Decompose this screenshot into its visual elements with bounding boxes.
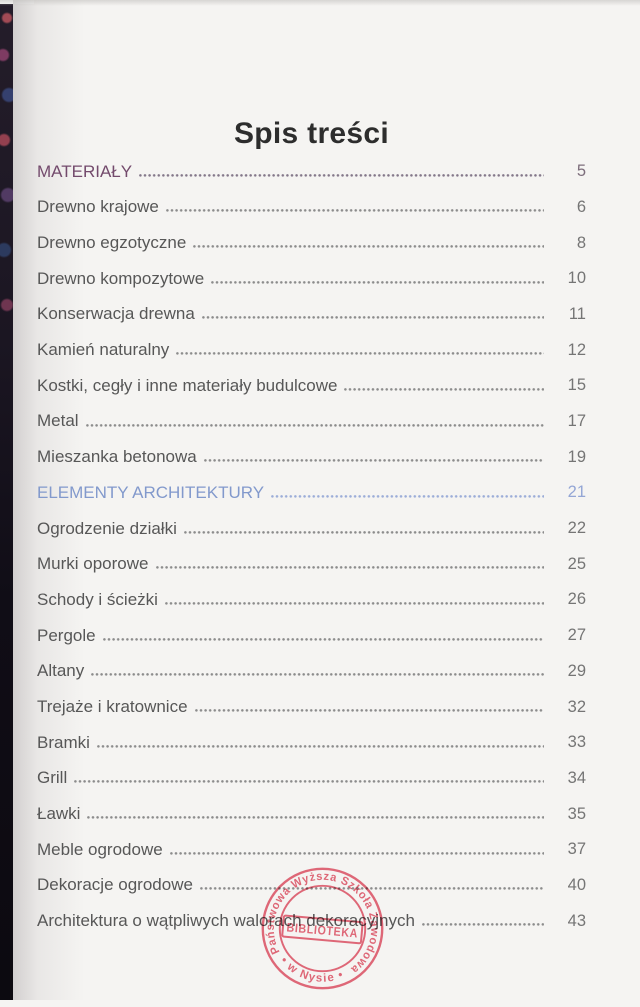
toc-entry-label: Metal <box>37 411 79 431</box>
toc-entry-label: Grill <box>37 768 68 788</box>
dotted-leader <box>201 316 544 320</box>
dotted-leader <box>155 566 544 570</box>
toc-entry: Ławki 35 <box>37 787 586 823</box>
toc-entry-label: Ogrodzenie działki <box>37 518 177 538</box>
dotted-leader <box>74 780 544 784</box>
toc-entry: Grill 34 <box>37 752 586 788</box>
toc-page-number: 29 <box>567 661 586 680</box>
toc-page-number: 40 <box>567 875 586 894</box>
toc-entry-label: Pergole <box>37 625 96 645</box>
dotted-leader <box>199 887 544 891</box>
dotted-leader <box>421 923 544 927</box>
dotted-leader <box>344 387 544 391</box>
toc-page-number: 21 <box>567 483 586 502</box>
toc-entry-label: Trejaże i kratownice <box>37 696 188 716</box>
toc-entry: Architektura o wątpliwych walorach dekor… <box>37 894 586 930</box>
toc-entry-label: Drewno egzotyczne <box>37 233 187 253</box>
toc-entry: Meble ogrodowe 37 <box>37 823 586 859</box>
dotted-leader <box>211 280 544 284</box>
toc-entry-label: Konserwacja drewna <box>37 304 195 324</box>
toc-entry-label: Kamień naturalny <box>37 340 170 360</box>
dotted-leader <box>85 423 544 427</box>
toc-entry: Pergole 27 <box>37 609 586 645</box>
toc-page-number: 26 <box>567 590 586 609</box>
toc-entry: Konserwacja drewna 11 <box>37 288 586 324</box>
dotted-leader <box>176 352 544 356</box>
toc-entry: Altany 29 <box>37 645 586 681</box>
toc-entry-label: Ławki <box>37 804 81 824</box>
toc-entry-label: Architektura o wątpliwych walorach dekor… <box>37 911 415 931</box>
dotted-leader <box>139 173 544 177</box>
dotted-leader <box>203 459 544 463</box>
toc-page-number: 25 <box>567 554 586 573</box>
toc-entry: Kamień naturalny 12 <box>37 323 586 359</box>
dotted-leader <box>165 209 544 213</box>
dotted-leader <box>271 494 544 498</box>
toc-entry-label: Meble ogrodowe <box>37 839 163 859</box>
toc-entry-label: Drewno krajowe <box>37 197 159 217</box>
table-of-contents: MATERIAŁY 5 Drewno krajowe 6 Drewno egzo… <box>37 145 586 930</box>
dotted-leader <box>164 601 544 605</box>
toc-entry-label: ELEMENTY ARCHITEKTURY <box>37 482 265 502</box>
dotted-leader <box>169 851 544 855</box>
toc-page-number: 10 <box>567 269 586 288</box>
toc-page-number: 37 <box>567 840 586 859</box>
toc-entry: Mieszanka betonowa 19 <box>37 431 586 467</box>
toc-entry-label: Altany <box>37 661 85 681</box>
toc-entry: Drewno egzotyczne 8 <box>37 216 586 252</box>
toc-entry-label: Drewno kompozytowe <box>37 268 205 288</box>
toc-page-number: 8 <box>576 233 586 252</box>
toc-page-number: 15 <box>567 376 586 395</box>
toc-entry-label: Dekoracje ogrodowe <box>37 875 193 895</box>
toc-entry-label: Kostki, cegły i inne materiały budulcowe <box>37 375 338 395</box>
toc-page-number: 5 <box>576 162 586 181</box>
toc-page-number: 35 <box>567 804 586 823</box>
toc-entry-label: Murki oporowe <box>37 554 149 574</box>
toc-entry-label: Bramki <box>37 732 90 752</box>
scan-top-edge <box>0 0 640 6</box>
toc-page-number: 19 <box>567 447 586 466</box>
toc-entry: Murki oporowe 25 <box>37 538 586 574</box>
toc-page-number: 33 <box>567 733 586 752</box>
toc-entry: Kostki, cegły i inne materiały budulcowe… <box>37 359 586 395</box>
toc-entry: Drewno kompozytowe 10 <box>37 252 586 288</box>
toc-page-number: 34 <box>567 768 586 787</box>
toc-entry-label: MATERIAŁY <box>37 161 133 181</box>
toc-entry-label: Mieszanka betonowa <box>37 447 197 467</box>
toc-entry: Trejaże i kratownice 32 <box>37 680 586 716</box>
dotted-leader <box>183 530 544 534</box>
page-title: Spis treści <box>233 117 390 151</box>
page-binding-shadow <box>13 0 85 1000</box>
toc-page-number: 27 <box>567 626 586 645</box>
toc-page-number: 12 <box>567 340 586 359</box>
toc-entry: Bramki 33 <box>37 716 586 752</box>
toc-page-number: 32 <box>567 697 586 716</box>
dotted-leader <box>102 637 544 641</box>
toc-entry: Ogrodzenie działki 22 <box>37 502 586 538</box>
toc-entry: Dekoracje ogrodowe 40 <box>37 859 586 895</box>
toc-page-number: 11 <box>568 304 586 323</box>
dotted-leader <box>87 816 544 820</box>
toc-entry: Drewno krajowe 6 <box>37 181 586 217</box>
stamp-bottom-text: • w Nysie • <box>275 953 349 992</box>
toc-entry: ELEMENTY ARCHITEKTURY 21 <box>37 466 586 502</box>
toc-page-number: 22 <box>567 519 586 538</box>
toc-page-number: 43 <box>567 911 586 930</box>
dotted-leader <box>194 709 544 712</box>
toc-entry-label: Schody i ścieżki <box>37 589 158 609</box>
toc-entry: MATERIAŁY 5 <box>37 145 586 181</box>
dotted-leader <box>91 673 544 677</box>
toc-page-number: 6 <box>576 197 586 216</box>
dotted-leader <box>193 245 544 249</box>
toc-entry: Schody i ścieżki 26 <box>37 573 586 609</box>
toc-page-number: 17 <box>567 412 586 431</box>
book-gutter-strip <box>0 0 13 1000</box>
toc-entry: Metal 17 <box>37 395 586 431</box>
dotted-leader <box>96 744 544 748</box>
